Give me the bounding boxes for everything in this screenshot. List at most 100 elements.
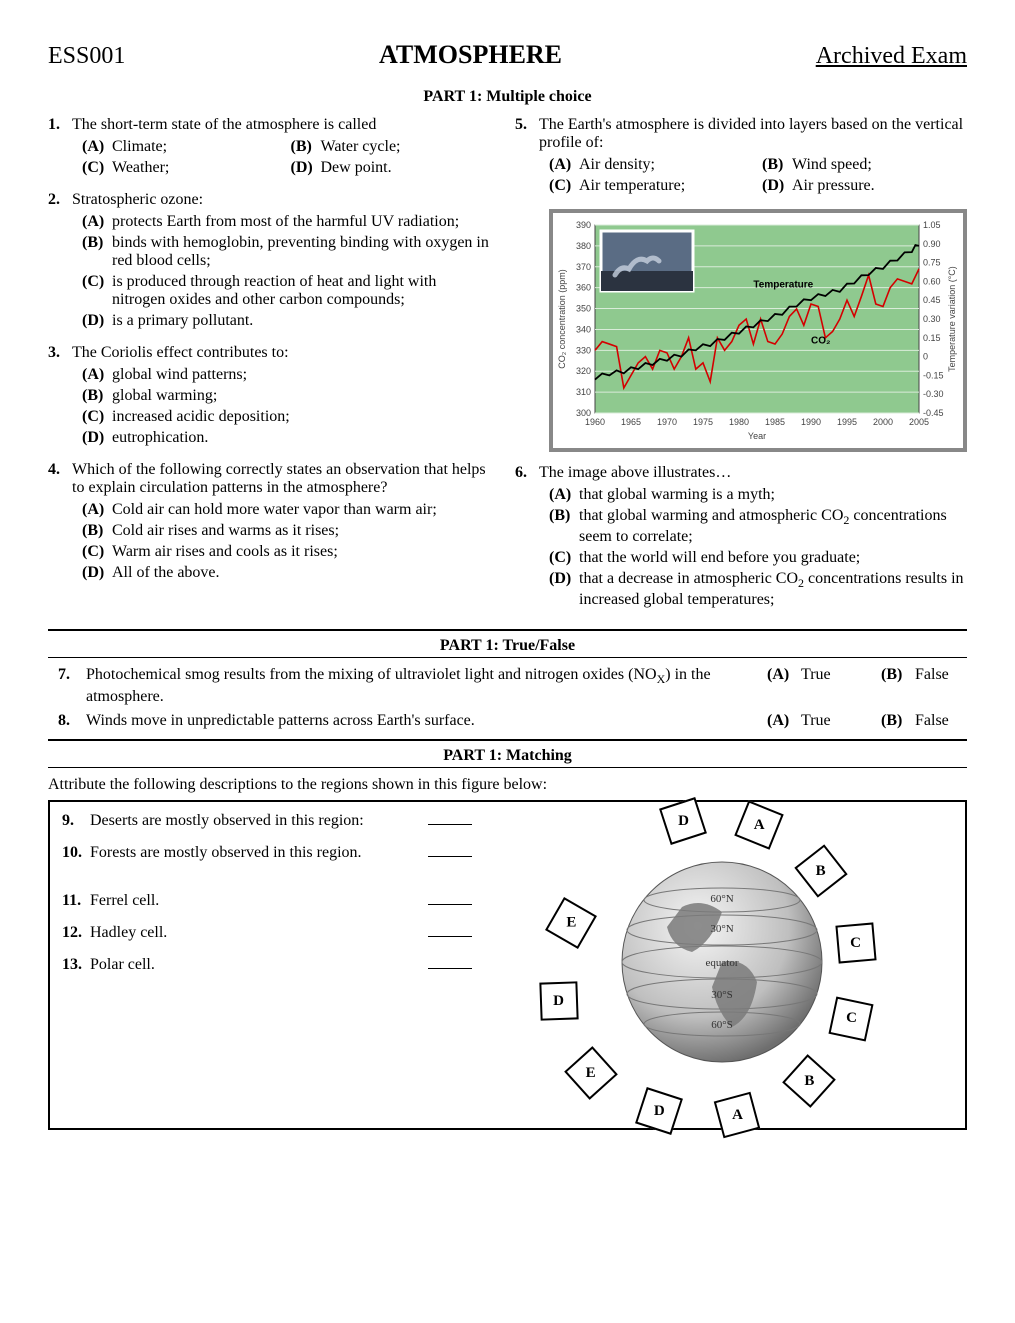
svg-text:60°S: 60°S	[712, 1019, 734, 1031]
svg-text:Temperature: Temperature	[753, 280, 813, 291]
svg-text:1965: 1965	[621, 417, 641, 427]
region-label-diamond: D	[635, 1087, 683, 1135]
svg-text:370: 370	[576, 262, 591, 272]
svg-text:310: 310	[576, 387, 591, 397]
part1-match-heading: PART 1: Matching	[48, 747, 967, 765]
option: (B)binds with hemoglobin, preventing bin…	[82, 234, 491, 270]
answer-blank	[428, 824, 472, 825]
question-12: 12.Hadley cell.	[62, 924, 472, 942]
q-stem: The image above illustrates…	[539, 464, 967, 482]
q-number: 2.	[48, 191, 72, 209]
svg-text:CO₂ concentration (ppm): CO₂ concentration (ppm)	[557, 269, 567, 369]
svg-text:equator: equator	[706, 957, 739, 969]
question-8: 8. Winds move in unpredictable patterns …	[48, 712, 967, 733]
option: (D)Air pressure.	[762, 177, 967, 195]
q-number: 8.	[58, 712, 86, 730]
svg-text:1980: 1980	[729, 417, 749, 427]
option-false: (B) False	[881, 666, 967, 684]
mc-right-column: 5.The Earth's atmosphere is divided into…	[515, 116, 967, 623]
svg-text:2005: 2005	[909, 417, 929, 427]
answer-blank	[428, 904, 472, 905]
svg-text:1995: 1995	[837, 417, 857, 427]
svg-text:0.15: 0.15	[923, 333, 941, 343]
region-label-diamond: E	[545, 897, 597, 949]
svg-text:Temperature variation (°C): Temperature variation (°C)	[947, 266, 957, 372]
option-true: (A) True	[767, 712, 853, 730]
q-stem: Winds move in unpredictable patterns acr…	[86, 712, 767, 730]
q-number: 7.	[58, 666, 86, 684]
q-number: 5.	[515, 116, 539, 152]
mc-columns: 1.The short-term state of the atmosphere…	[48, 116, 967, 623]
option: (A)protects Earth from most of the harmf…	[82, 213, 491, 231]
exam-type: Archived Exam	[816, 43, 967, 70]
option: (A)that global warming is a myth;	[549, 486, 967, 504]
question-9: 9.Deserts are mostly observed in this re…	[62, 812, 472, 830]
q-stem: The Coriolis effect contributes to:	[72, 344, 491, 362]
q-number: 1.	[48, 116, 72, 134]
region-label-diamond: E	[564, 1046, 618, 1100]
part1-mc-heading: PART 1: Multiple choice	[48, 88, 967, 106]
q-number: 4.	[48, 461, 72, 497]
svg-text:1985: 1985	[765, 417, 785, 427]
question-6: 6.The image above illustrates… (A)that g…	[515, 464, 967, 609]
option: (B)Wind speed;	[762, 156, 967, 174]
svg-text:0.75: 0.75	[923, 258, 941, 268]
option: (C)Air temperature;	[549, 177, 754, 195]
svg-text:0: 0	[923, 352, 928, 362]
svg-text:340: 340	[576, 324, 591, 334]
region-label-diamond: D	[659, 797, 707, 845]
option-false: (B) False	[881, 712, 967, 730]
svg-text:1970: 1970	[657, 417, 677, 427]
globe-figure: 60°N 30°N equator 30°S 60°S ABCCBADEDED	[492, 812, 953, 1112]
q-stem: Stratospheric ozone:	[72, 191, 491, 209]
option: (C)increased acidic deposition;	[82, 408, 491, 426]
svg-text:30°S: 30°S	[712, 989, 734, 1001]
question-1: 1.The short-term state of the atmosphere…	[48, 116, 491, 177]
part1-tf-heading: PART 1: True/False	[48, 637, 967, 655]
svg-text:30°N: 30°N	[711, 923, 734, 935]
question-13: 13.Polar cell.	[62, 956, 472, 974]
question-11: 11.Ferrel cell.	[62, 892, 472, 910]
option: (C)Weather;	[82, 159, 283, 177]
svg-text:1960: 1960	[585, 417, 605, 427]
svg-text:390: 390	[576, 220, 591, 230]
svg-text:0.60: 0.60	[923, 276, 941, 286]
region-label-diamond: A	[734, 800, 783, 849]
svg-text:380: 380	[576, 241, 591, 251]
q-number: 6.	[515, 464, 539, 482]
option: (B)that global warming and atmospheric C…	[549, 507, 967, 546]
divider	[48, 657, 967, 658]
option: (D)Dew point.	[291, 159, 492, 177]
course-code: ESS001	[48, 43, 125, 70]
q-stem: Which of the following correctly states …	[72, 461, 491, 497]
svg-text:-0.30: -0.30	[923, 389, 944, 399]
question-3: 3.The Coriolis effect contributes to: (A…	[48, 344, 491, 447]
option: (D)that a decrease in atmospheric CO2 co…	[549, 570, 967, 609]
svg-text:60°N: 60°N	[711, 893, 734, 905]
option: (D)All of the above.	[82, 564, 491, 582]
region-label-diamond: D	[539, 981, 578, 1020]
option-true: (A) True	[767, 666, 853, 684]
page-header: ESS001 ATMOSPHERE Archived Exam	[48, 40, 967, 70]
q-stem: The short-term state of the atmosphere i…	[72, 116, 491, 134]
option: (C)is produced through reaction of heat …	[82, 273, 491, 309]
question-10: 10.Forests are mostly observed in this r…	[62, 844, 472, 862]
globe-icon: 60°N 30°N equator 30°S 60°S	[612, 852, 832, 1072]
svg-text:350: 350	[576, 304, 591, 314]
region-label-diamond: C	[828, 996, 873, 1041]
answer-blank	[428, 968, 472, 969]
q-stem: Photochemical smog results from the mixi…	[86, 666, 767, 705]
mc-left-column: 1.The short-term state of the atmosphere…	[48, 116, 491, 623]
svg-text:Year: Year	[748, 431, 766, 441]
svg-text:360: 360	[576, 283, 591, 293]
svg-text:1990: 1990	[801, 417, 821, 427]
q-stem: The Earth's atmosphere is divided into l…	[539, 116, 967, 152]
region-label-diamond: A	[714, 1091, 761, 1138]
option: (D)eutrophication.	[82, 429, 491, 447]
option: (C)that the world will end before you gr…	[549, 549, 967, 567]
answer-blank	[428, 856, 472, 857]
chart-svg: 300310320330340350360370380390-0.45-0.30…	[553, 213, 963, 443]
option: (B)Cold air rises and warms as it rises;	[82, 522, 491, 540]
co2-temperature-chart: 300310320330340350360370380390-0.45-0.30…	[549, 209, 967, 452]
option: (A)Climate;	[82, 138, 283, 156]
